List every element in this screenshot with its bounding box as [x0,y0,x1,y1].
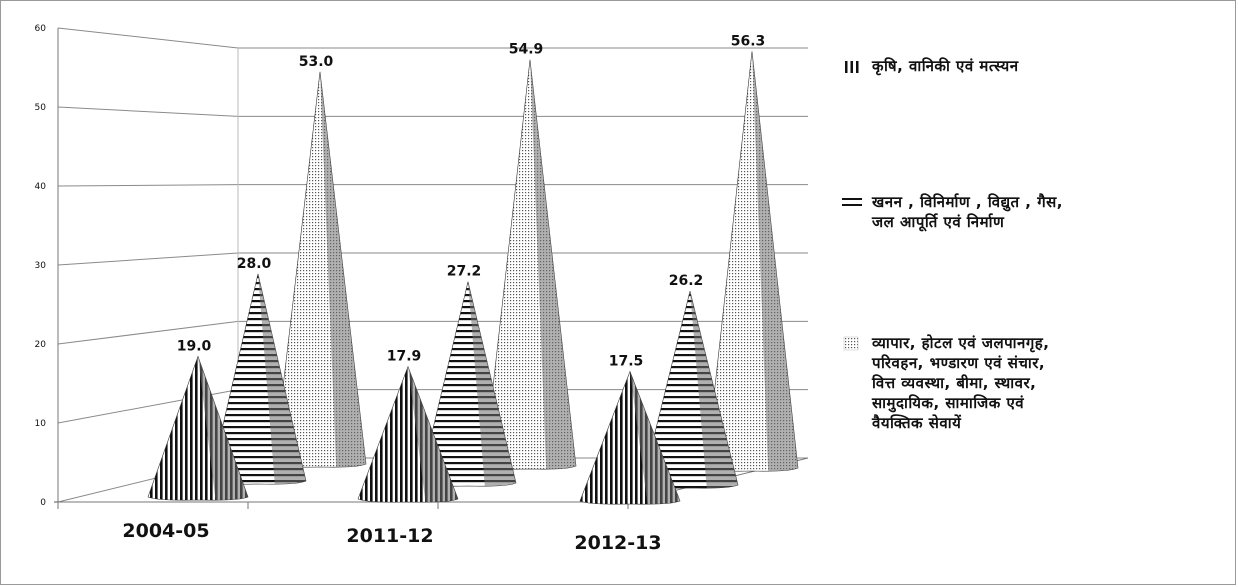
x-tick-labels: 2004-05 2011-12 2012-13 [122,520,661,554]
legend-item-industry: खनन , विनिर्माण , विद्युत , गैस, जल आपूर… [842,192,1063,232]
x-tick-label: 2011-12 [346,525,433,547]
data-label: 19.0 [177,338,212,354]
data-label: 27.2 [447,264,482,280]
legend-line: खनन , विनिर्माण , विद्युत , गैस, [872,193,1063,211]
gridline [57,106,808,117]
x-tick-label: 2004-05 [122,520,209,542]
legend-item-services: व्यापार, होटल एवं जलपानगृह, परिवहन, भण्ड… [842,333,1049,433]
legend-line: परिवहन, भण्डारण एवं संचार, [872,354,1046,372]
cone-shade [468,281,516,486]
y-tick-label: 60 [35,24,47,34]
cone-bars [147,51,799,505]
y-tick-label: 0 [40,498,46,508]
legend-label-industry: खनन , विनिर्माण , विद्युत , गैस, जल आपूर… [872,192,1063,232]
cone-shade [630,371,680,504]
cone-shade [320,71,366,468]
cone-shade [690,291,738,488]
y-tick-label: 50 [35,103,47,113]
data-label: 26.2 [669,273,704,289]
gridline [57,184,808,187]
legend-line: जल आपूर्ति एवं निर्माण [872,213,1005,231]
y-tick-label: 20 [35,340,47,350]
horizontal-stripes-swatch-icon [842,198,862,206]
cone-shade [198,356,248,500]
legend-line: सामुदायिक, सामाजिक एवं [872,394,1025,412]
data-label: 17.5 [609,354,644,370]
gridline [57,252,808,266]
data-label: 53.0 [299,54,334,70]
legend-label-services: व्यापार, होटल एवं जलपानगृह, परिवहन, भण्ड… [872,333,1049,433]
cone-bar [705,51,799,472]
data-label: 28.0 [237,256,272,272]
cone-shade [530,59,576,470]
legend: कृषि, वानिकी एवं मत्स्यन खनन , विनिर्माण… [842,0,1222,587]
data-label: 56.3 [731,33,766,49]
cone-shade [408,366,458,502]
y-tick-label: 10 [35,419,47,429]
y-tick-label: 30 [35,261,47,271]
legend-line: वैयक्तिक सेवायें [872,414,962,432]
cone-bar [579,370,681,505]
x-tick-label: 2012-13 [574,532,661,554]
legend-line: वित्त व्यवस्था, बीमा, स्थावर, [872,374,1037,392]
cone-bar [357,365,459,503]
dotted-swatch-icon [843,336,859,351]
legend-line: व्यापार, होटल एवं जलपानगृह, [872,334,1050,352]
vertical-stripes-swatch-icon [845,61,859,73]
cone-shade [258,273,306,484]
legend-label-agriculture: कृषि, वानिकी एवं मत्स्यन [872,56,1019,76]
y-tick-label: 40 [35,182,47,192]
legend-item-agriculture: कृषि, वानिकी एवं मत्स्यन [842,56,1019,76]
data-label: 54.9 [509,42,544,58]
data-labels: 53.0 54.9 56.3 28.0 27.2 26.2 19.0 17.9 17.5 [177,33,766,369]
y-tick-labels: 0 10 20 30 40 50 60 [35,24,47,508]
cone-bar [147,355,249,501]
gridline [57,27,808,49]
legend-line: कृषि, वानिकी एवं मत्स्यन [872,57,1019,75]
data-label: 17.9 [387,349,422,365]
cone-shade [752,51,798,471]
